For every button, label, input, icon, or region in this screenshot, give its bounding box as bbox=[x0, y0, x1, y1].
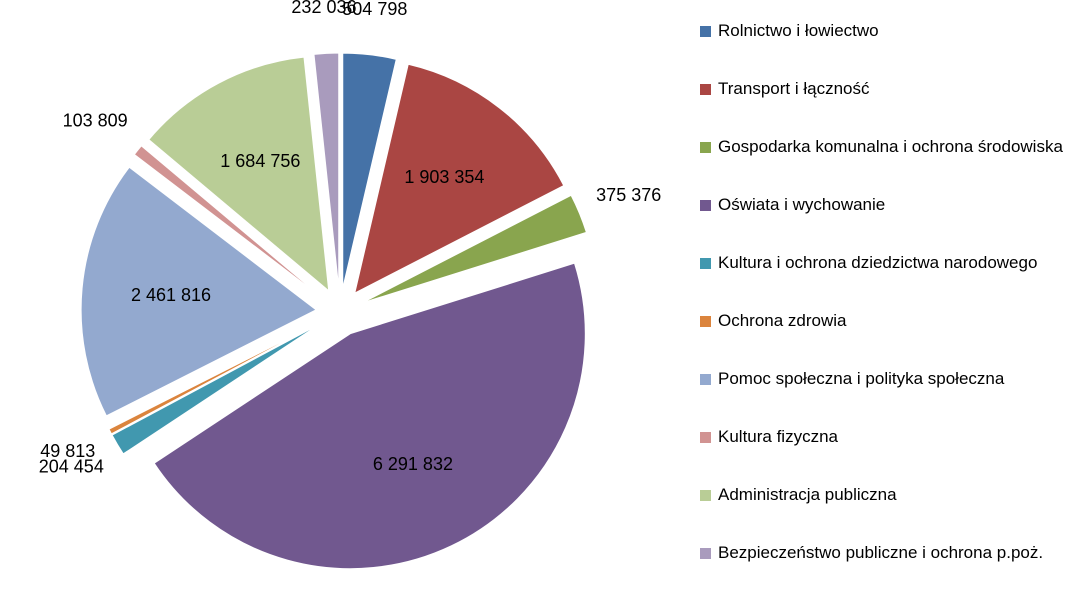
legend-label: Oświata i wychowanie bbox=[718, 195, 886, 214]
legend-swatch bbox=[700, 316, 711, 327]
data-label: 2 461 816 bbox=[131, 285, 211, 305]
legend-item: Oświata i wychowanie bbox=[700, 192, 1085, 250]
data-label: 1 903 354 bbox=[404, 167, 484, 187]
pie-slice bbox=[111, 323, 320, 455]
legend: Rolnictwo i łowiectwo Transport i łącznoś… bbox=[700, 18, 1085, 598]
legend-swatch bbox=[700, 142, 711, 153]
legend-item: Pomoc społeczna i polityka społeczna bbox=[700, 366, 1085, 424]
pie-slice bbox=[342, 52, 397, 289]
legend-item: Ochrona zdrowia bbox=[700, 308, 1085, 366]
legend-swatch bbox=[700, 26, 711, 37]
legend-item: Kultura fizyczna bbox=[700, 424, 1085, 482]
legend-label: Ochrona zdrowia bbox=[718, 311, 847, 330]
legend-item: Gospodarka komunalna i ochrona środowisk… bbox=[700, 134, 1085, 192]
pie-slice bbox=[361, 194, 588, 304]
pie-slice bbox=[108, 322, 319, 435]
legend-swatch bbox=[700, 200, 711, 211]
data-label: 6 291 832 bbox=[373, 454, 453, 474]
legend-item: Rolnictwo i łowiectwo bbox=[700, 18, 1085, 76]
pie-area: 504 798 1 903 354 375 376 6 291 832 204 4544… bbox=[39, 0, 661, 570]
legend-label: Bezpieczeństwo publiczne i ochrona p.poż… bbox=[718, 543, 1044, 562]
legend-swatch bbox=[700, 432, 711, 443]
pie-slice bbox=[153, 262, 586, 570]
legend-item: Kultura i ochrona dziedzictwa narodowego bbox=[700, 250, 1085, 308]
legend-item: Administracja publiczna bbox=[700, 482, 1085, 540]
data-label: 204 454 bbox=[39, 456, 104, 476]
legend-label: Kultura fizyczna bbox=[718, 427, 838, 446]
legend-label: Kultura i ochrona dziedzictwa narodowego bbox=[718, 253, 1038, 272]
data-label: 232 036 bbox=[291, 0, 356, 17]
legend-swatch bbox=[700, 548, 711, 559]
legend-swatch bbox=[700, 490, 711, 501]
legend-label: Administracja publiczna bbox=[718, 485, 897, 504]
legend-swatch bbox=[700, 258, 711, 269]
data-label: 49 813 bbox=[40, 441, 95, 461]
legend-item: Transport i łączność bbox=[700, 76, 1085, 134]
data-label: 103 809 bbox=[63, 111, 128, 131]
legend-swatch bbox=[700, 84, 711, 95]
pie-slice bbox=[148, 56, 330, 292]
legend-item: Bezpieczeństwo publiczne i ochrona p.poż… bbox=[700, 540, 1085, 598]
legend-swatch bbox=[700, 374, 711, 385]
pie-slice bbox=[80, 166, 318, 417]
legend-label: Gospodarka komunalna i ochrona środowisk… bbox=[718, 137, 1063, 156]
data-label: 375 376 bbox=[596, 185, 661, 205]
pie-slice bbox=[354, 63, 565, 295]
legend-label: Rolnictwo i łowiectwo bbox=[718, 21, 879, 40]
pie-slice bbox=[133, 145, 322, 298]
legend-label: Transport i łączność bbox=[718, 79, 870, 98]
pie-slice bbox=[313, 52, 340, 289]
data-label: 504 798 bbox=[342, 0, 407, 19]
legend-label: Pomoc społeczna i polityka społeczna bbox=[718, 369, 1005, 388]
data-label: 1 684 756 bbox=[220, 151, 300, 171]
